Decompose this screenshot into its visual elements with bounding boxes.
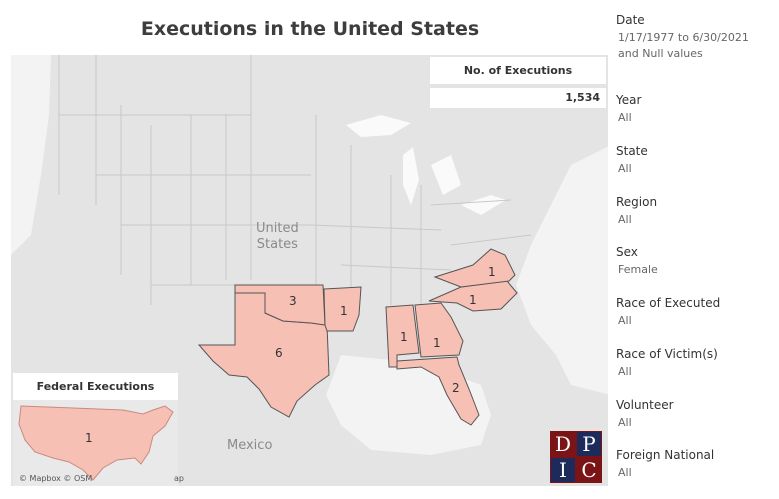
virginia-value: 1 <box>488 265 496 279</box>
virginia-shape <box>433 248 516 288</box>
federal-map-canvas: 1 <box>18 405 174 481</box>
map-attribution[interactable]: © Mapbox © OSM <box>19 474 93 483</box>
logo-letter-d: D <box>551 432 575 456</box>
filter-state-label: State <box>616 144 648 158</box>
filter-race-victim[interactable]: Race of Victim(s) All <box>616 346 776 380</box>
executions-count-header: No. of Executions <box>430 57 606 84</box>
alabama-value: 1 <box>400 330 408 344</box>
filter-date-value-extra[interactable]: and Null values <box>618 47 703 60</box>
filter-race-victim-value[interactable]: All <box>618 365 632 378</box>
texas-value: 6 <box>275 346 283 360</box>
page-title: Executions in the United States <box>140 18 480 40</box>
logo-letter-p: P <box>577 432 601 456</box>
executions-count-number: 1,534 <box>565 91 600 104</box>
us-outline-shape <box>18 405 174 481</box>
filter-race-executed-label: Race of Executed <box>616 296 721 310</box>
executions-count-value: 1,534 <box>430 88 606 108</box>
dpic-logo: D P I C <box>550 431 602 483</box>
federal-value: 1 <box>85 431 93 445</box>
oklahoma-value: 3 <box>289 294 297 308</box>
state-value-labels: 6 3 1 1 1 2 1 1 <box>275 265 496 395</box>
filter-foreign-national-label: Foreign National <box>616 448 715 462</box>
filter-state[interactable]: State All <box>616 143 776 177</box>
filter-year-label: Year <box>616 93 642 107</box>
map-canvas: 6 3 1 1 1 2 1 1 <box>11 55 608 455</box>
oklahoma-shape <box>234 284 326 326</box>
filter-region[interactable]: Region All <box>616 194 776 228</box>
filter-race-victim-label: Race of Victim(s) <box>616 347 718 361</box>
filter-foreign-national[interactable]: Foreign National All <box>616 447 776 481</box>
filter-date[interactable]: Date 1/17/1977 to 6/30/2021 and Null val… <box>616 12 776 62</box>
filter-race-executed-value[interactable]: All <box>618 314 632 327</box>
north-carolina-value: 1 <box>469 293 477 307</box>
filter-date-label: Date <box>616 13 645 27</box>
filter-foreign-national-value[interactable]: All <box>618 466 632 479</box>
us-map[interactable]: 6 3 1 1 1 2 1 1 United States Mexico No.… <box>11 55 608 486</box>
us-label-line2: States <box>256 237 298 252</box>
federal-executions-title: Federal Executions <box>13 373 178 400</box>
filter-region-value[interactable]: All <box>618 213 632 226</box>
georgia-value: 1 <box>433 336 441 350</box>
us-label-line1: United <box>256 221 299 236</box>
us-label: United States <box>256 221 299 253</box>
federal-executions-map[interactable]: 1 <box>13 400 178 486</box>
filter-race-executed[interactable]: Race of Executed All <box>616 295 776 329</box>
filter-date-value[interactable]: 1/17/1977 to 6/30/2021 <box>618 31 749 44</box>
filter-year-value[interactable]: All <box>618 111 632 124</box>
filter-sex-value[interactable]: Female <box>618 263 658 276</box>
mexico-label: Mexico <box>227 438 273 453</box>
filter-volunteer-label: Volunteer <box>616 398 674 412</box>
alabama-shape <box>385 304 420 368</box>
filter-region-label: Region <box>616 195 658 209</box>
filter-year[interactable]: Year All <box>616 92 776 126</box>
georgia-shape <box>414 302 464 358</box>
filter-sex[interactable]: Sex Female <box>616 244 776 278</box>
filter-volunteer-value[interactable]: All <box>618 416 632 429</box>
florida-shape <box>396 356 480 426</box>
filter-sex-label: Sex <box>616 245 638 259</box>
filter-state-value[interactable]: All <box>618 162 632 175</box>
arkansas-value: 1 <box>340 304 348 318</box>
florida-value: 2 <box>452 381 460 395</box>
arkansas-shape <box>323 286 362 332</box>
filter-volunteer[interactable]: Volunteer All <box>616 397 776 431</box>
map-attribution-tail[interactable]: ap <box>174 474 184 483</box>
logo-letter-c: C <box>577 458 601 482</box>
logo-letter-i: I <box>551 458 575 482</box>
